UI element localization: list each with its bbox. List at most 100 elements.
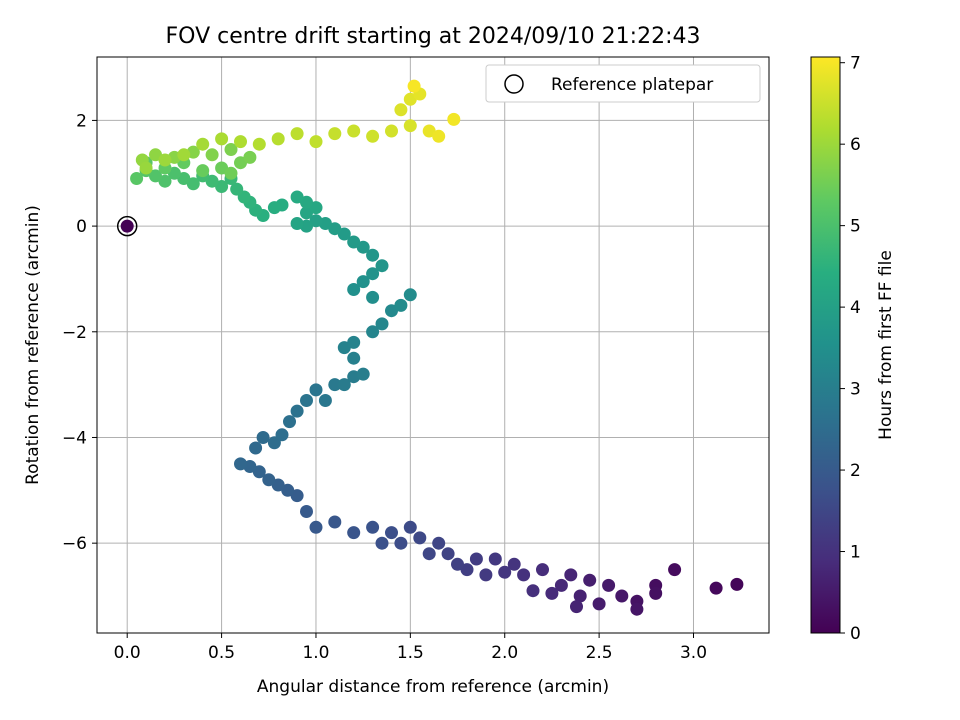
x-tick-label: 1.5 [397, 643, 424, 663]
data-point [149, 148, 162, 162]
colorbar-tick-label: 0 [850, 624, 861, 644]
data-point [234, 135, 247, 149]
data-point [309, 214, 323, 228]
data-point [177, 148, 191, 162]
data-point [422, 124, 436, 138]
x-tick-label: 0.5 [208, 643, 235, 663]
data-point [230, 182, 244, 196]
data-point [356, 275, 370, 289]
data-point [249, 441, 263, 455]
colorbar-tick-label: 4 [850, 298, 861, 318]
data-point [347, 335, 361, 349]
data-point [488, 552, 502, 566]
y-tick-label: 2 [76, 111, 87, 131]
y-tick-label: −4 [62, 428, 87, 448]
data-point [281, 483, 295, 497]
data-point [366, 248, 380, 262]
data-point [413, 531, 427, 545]
colorbar-tick-label: 6 [850, 135, 861, 155]
data-point [432, 536, 446, 550]
y-tick-label: −2 [62, 323, 87, 343]
data-point [347, 351, 361, 365]
data-point [252, 137, 266, 151]
data-point [356, 367, 370, 381]
data-point [224, 166, 238, 180]
x-tick-label: 2.5 [586, 643, 613, 663]
x-tick-label: 0.0 [114, 643, 141, 663]
data-point [375, 259, 389, 273]
data-point [366, 129, 380, 143]
data-point [536, 563, 549, 577]
data-point [290, 127, 304, 141]
data-point [267, 201, 281, 215]
data-point [583, 573, 597, 587]
data-point [309, 201, 323, 215]
data-point [347, 235, 361, 249]
data-point [602, 578, 616, 592]
data-point [300, 206, 313, 220]
data-point [385, 124, 398, 138]
colorbar-tick-label: 2 [850, 461, 861, 481]
data-point [243, 150, 257, 164]
data-point [256, 431, 270, 444]
data-point [347, 526, 361, 540]
colorbar: 0 1 2 3 4 5 6 7 Hours from first FF file [810, 54, 896, 644]
plot-area: 0.0 0.5 1.0 1.5 2.0 2.5 3.0 2 0 −2 −4 −6 [62, 56, 770, 663]
colorbar-label: Hours from first FF file [876, 250, 896, 440]
data-point [709, 581, 723, 595]
x-axis-label: Angular distance from reference (arcmin) [257, 677, 609, 697]
data-point [309, 135, 323, 149]
data-point [403, 119, 417, 133]
colorbar-tick-label: 3 [850, 380, 861, 400]
x-tick-label: 3.0 [680, 643, 707, 663]
data-point [394, 298, 408, 312]
data-point [347, 283, 361, 296]
x-axis-ticks: 0.0 0.5 1.0 1.5 2.0 2.5 3.0 [114, 633, 707, 663]
data-point [460, 563, 474, 577]
data-point [347, 124, 361, 138]
data-point [283, 415, 296, 429]
data-point [545, 586, 559, 600]
x-tick-label: 1.0 [302, 643, 329, 663]
data-point [403, 288, 417, 302]
data-point [375, 317, 389, 331]
data-point [337, 227, 351, 241]
legend: Reference platepar [485, 64, 761, 103]
data-point [573, 589, 587, 603]
data-point [224, 143, 238, 156]
data-point [469, 552, 483, 566]
data-point [196, 137, 210, 151]
data-point [337, 378, 351, 392]
data-point [649, 586, 663, 600]
data-point [290, 190, 304, 204]
data-point [275, 428, 289, 442]
y-tick-label: −6 [62, 534, 87, 554]
colorbar-tick-label: 1 [850, 543, 861, 563]
data-point [570, 600, 583, 614]
legend-label: Reference platepar [551, 75, 713, 95]
colorbar-gradient [810, 56, 841, 634]
data-point [290, 217, 304, 230]
data-point [205, 148, 219, 162]
data-point [366, 267, 380, 281]
data-point [730, 577, 744, 591]
data-point [422, 547, 436, 561]
data-point [441, 547, 455, 561]
data-point [196, 164, 210, 178]
data-point [366, 520, 380, 534]
x-tick-label: 2.0 [491, 643, 518, 663]
data-point [498, 565, 512, 579]
data-point [375, 536, 389, 550]
data-point [158, 153, 172, 167]
data-point [271, 132, 285, 146]
data-point [309, 383, 323, 397]
data-point [432, 129, 446, 143]
data-point [385, 526, 398, 540]
reference-ring [116, 215, 138, 237]
data-points [130, 79, 744, 616]
colorbar-tick-label: 5 [850, 217, 861, 237]
data-point [300, 505, 313, 518]
data-point [139, 161, 153, 175]
data-point [366, 290, 380, 304]
